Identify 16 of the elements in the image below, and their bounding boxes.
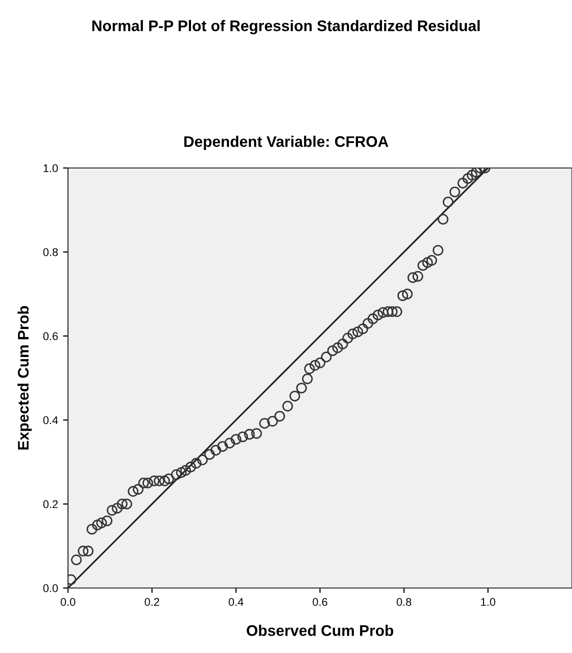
x-tick-label: 0.6 — [312, 598, 328, 606]
x-axis-title: Observed Cum Prob — [246, 624, 394, 636]
y-tick-label: 0.2 — [43, 500, 58, 508]
x-tick-label: 1.0 — [481, 598, 496, 606]
x-tick-label: 0.4 — [228, 598, 244, 606]
y-tick-label: 0.6 — [43, 332, 58, 340]
x-tick-label: 0.0 — [60, 598, 76, 606]
y-tick-label: 0.4 — [43, 416, 58, 424]
chart-subtitle: Dependent Variable: CFROA — [184, 136, 388, 150]
chart-title: Normal P-P Plot of Regression Standardized Residual — [92, 20, 480, 34]
x-tick-label: 0.8 — [396, 598, 412, 606]
y-tick-label: 0.0 — [43, 584, 58, 592]
x-tick-label: 0.2 — [144, 598, 160, 606]
y-axis-title: Expected Cum Prob — [17, 306, 32, 450]
y-tick-label: 1.0 — [44, 164, 58, 172]
y-tick-label: 0.8 — [43, 248, 58, 256]
